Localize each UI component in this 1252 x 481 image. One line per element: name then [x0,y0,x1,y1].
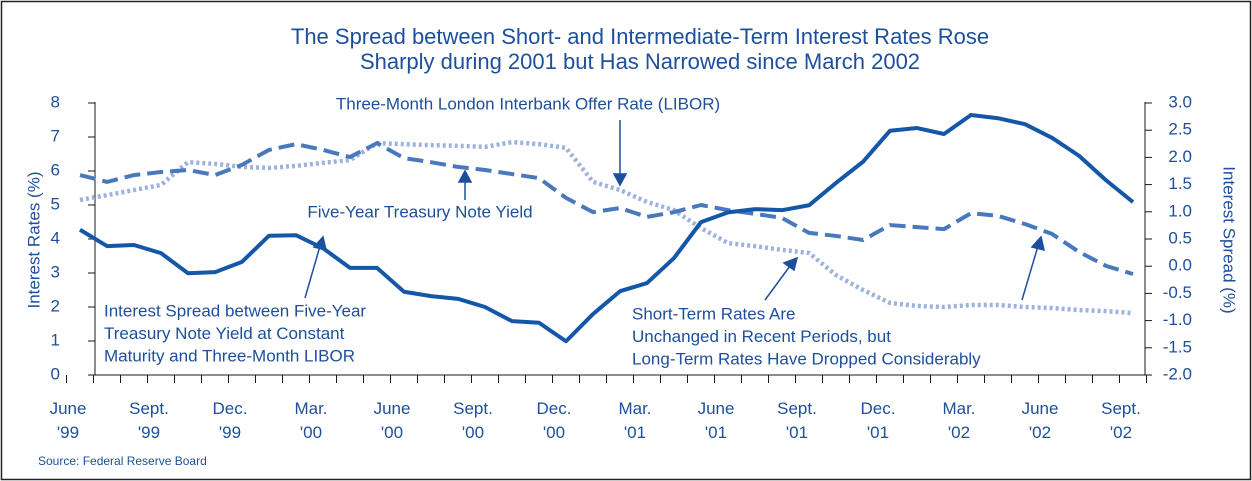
x-tick-label: Sept. '99 [129,399,169,442]
y2-tick-label: -0.5 [1163,283,1192,302]
y-tick-label: 4 [51,228,60,247]
x-tick-label-line: '01 [705,423,727,442]
y2-tick-label: 2.5 [1168,120,1192,139]
x-tick-label-line: Sept. [1101,399,1141,418]
y2-tick-label: -1.0 [1163,310,1192,329]
x-tick-label-line: Sept. [129,399,169,418]
arrow-head [1030,235,1046,252]
y-tick-label: 5 [51,194,60,213]
annotation: Three-Month London Interbank Offer Rate … [336,94,720,113]
x-tick-label-line: '01 [867,423,889,442]
arrow-head [457,169,473,183]
arrow [304,245,321,299]
y2-tick-label: 0.5 [1168,228,1192,247]
arrow-head [612,173,628,187]
y2-tick-label: -2.0 [1163,364,1192,383]
x-tick-label: Dec. '01 [861,399,896,442]
x-tick-label-line: '00 [462,423,484,442]
x-tick-label-line: '01 [786,423,808,442]
x-tick-label-line: Mar. [942,399,975,418]
series-line [79,139,1134,316]
x-tick-label-line: '02 [1110,423,1132,442]
x-tick-label-line: '02 [1029,423,1051,442]
annotation: Five-Year Treasury Note Yield [307,202,532,221]
y-tick-label: 2 [51,296,60,315]
x-tick-label: Dec. '99 [213,399,248,442]
x-tick-label: Mar. '02 [942,399,975,442]
chart-title: Sharply during 2001 but Has Narrowed sin… [360,49,920,74]
x-tick-label-line: June [698,399,735,418]
x-tick-label: Sept. '02 [1101,399,1141,442]
y-tick-label: 0 [51,364,60,383]
x-tick-label-line: '99 [57,423,79,442]
x-tick-label-line: Dec. [861,399,896,418]
x-tick-label: June '00 [374,399,411,442]
x-tick-label: June '99 [50,399,87,442]
x-tick-label-line: June [50,399,87,418]
x-tick-label: June '01 [698,399,735,442]
x-tick-label-line: June [374,399,411,418]
y2-tick-label: 3.0 [1168,92,1192,111]
x-tick-label: Sept. '01 [777,399,817,442]
y-tick-label: 3 [51,262,60,281]
x-tick-label-line: '00 [381,423,403,442]
x-tick-label-line: Mar. [294,399,327,418]
x-tick-label-line: June [1022,399,1059,418]
x-tick-label-line: Sept. [777,399,817,418]
y-tick-label: 8 [51,92,60,111]
x-tick-label: Sept. '00 [453,399,493,442]
annotation: Maturity and Three-Month LIBOR [104,346,355,365]
annotation: Unchanged in Recent Periods, but [632,327,891,346]
y-tick-label: 7 [51,126,60,145]
y-tick-label: 1 [51,330,60,349]
annotation: Long-Term Rates Have Dropped Considerabl… [632,349,981,368]
x-tick-label-line: '99 [138,423,160,442]
y2-tick-label: 0.0 [1168,256,1192,275]
x-tick-label-line: '01 [624,423,646,442]
x-tick-label-line: '00 [300,423,322,442]
y-tick-label: 6 [51,160,60,179]
arrow [764,265,791,301]
arrow-head [782,256,799,272]
annotation: Interest Spread between Five-Year [104,301,366,320]
chart-title: The Spread between Short- and Intermedia… [291,24,989,49]
x-tick-label-line: '99 [219,423,241,442]
y2-axis-label: Interest Spread (%) [1220,166,1239,313]
series-line [78,112,1135,344]
x-tick-label: June '02 [1022,399,1059,442]
y2-tick-label: 1.5 [1168,174,1192,193]
x-tick-label-line: Dec. [537,399,572,418]
x-tick-label-line: '00 [543,423,565,442]
y-axis-label: Interest Rates (%) [24,172,43,309]
y2-tick-label: -1.5 [1163,337,1192,356]
annotation: Short-Term Rates Are [632,304,795,323]
source: Source: Federal Reserve Board [38,454,207,468]
y2-tick-label: 2.0 [1168,147,1192,166]
x-tick-label: Mar. '00 [294,399,327,442]
arrow [1021,245,1039,301]
y2-tick-label: 1.0 [1168,201,1192,220]
annotation: Treasury Note Yield at Constant [104,324,345,343]
series-line [79,141,1134,276]
x-tick-label-line: Sept. [453,399,493,418]
x-tick-label-line: Dec. [213,399,248,418]
x-tick-label: Mar. '01 [618,399,651,442]
x-tick-label-line: Mar. [618,399,651,418]
x-tick-label: Dec. '00 [537,399,572,442]
x-tick-label-line: '02 [948,423,970,442]
